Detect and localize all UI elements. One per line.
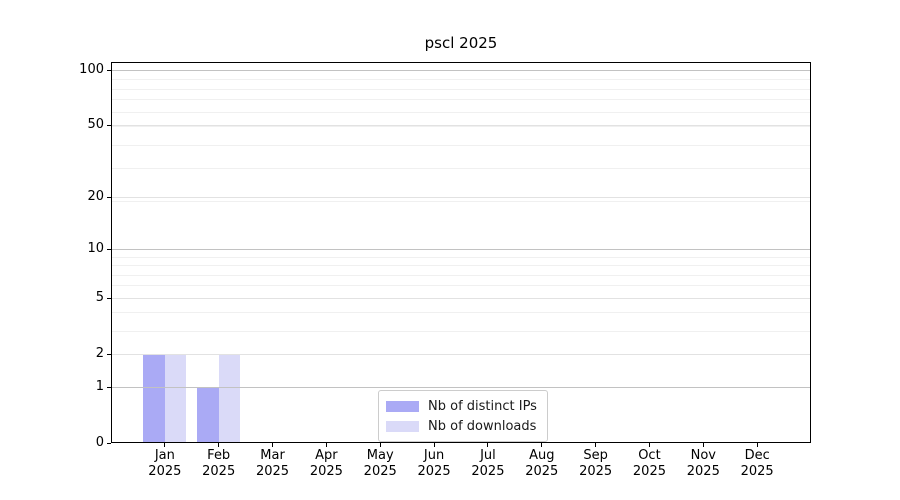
- x-tick-label-line: 2025: [525, 464, 559, 479]
- x-tick-label-line: 2025: [417, 464, 451, 479]
- x-tick: [325, 443, 327, 447]
- gridline-minor: [111, 274, 811, 276]
- y-tick: [106, 353, 111, 355]
- x-tick-label-line: 2025: [579, 464, 613, 479]
- bar-nb-of-distinct-ips: [143, 354, 165, 443]
- gridline-minor: [111, 265, 811, 266]
- y-tick: [106, 69, 111, 71]
- y-tick: [106, 386, 111, 388]
- x-tick: [595, 443, 597, 447]
- y-tick-label: 1: [95, 379, 104, 394]
- y-tick: [106, 442, 111, 444]
- x-tick: [487, 443, 489, 447]
- y-tick-label: 100: [79, 62, 104, 78]
- gridline-minor: [111, 285, 811, 287]
- x-tick-label-line: 2025: [740, 464, 774, 479]
- y-tick: [106, 124, 111, 126]
- legend-row: Nb of downloads: [386, 417, 537, 435]
- legend: Nb of distinct IPs Nb of downloads: [378, 390, 548, 442]
- x-tick-label-line: Nov: [690, 448, 716, 463]
- x-tick: [218, 443, 220, 447]
- y-tick-label: 50: [87, 117, 104, 133]
- gridline-minor: [111, 79, 811, 80]
- x-tick-label-line: 2025: [309, 464, 343, 479]
- x-tick: [756, 443, 758, 447]
- y-tick: [106, 297, 111, 299]
- gridline-major: [111, 353, 811, 355]
- x-tick-label: Apr 2025: [296, 448, 356, 480]
- gridline-minor: [111, 312, 811, 314]
- y-tick-label: 0: [95, 435, 104, 450]
- x-tick-label-line: 2025: [632, 464, 666, 479]
- x-tick-label-line: Feb: [207, 448, 231, 463]
- y-tick-label: 2: [95, 346, 104, 362]
- x-tick: [648, 443, 650, 447]
- y-tick-label: 10: [87, 241, 104, 257]
- bar-nb-of-distinct-ips: [197, 387, 219, 443]
- plot-area: [111, 62, 811, 443]
- x-tick-label-line: Aug: [529, 448, 555, 463]
- gridline-major: [111, 196, 811, 198]
- x-tick-label-line: 2025: [255, 464, 290, 479]
- legend-label: Nb of distinct IPs: [428, 398, 537, 414]
- gridline-minor: [111, 99, 811, 101]
- gridline-minor: [111, 330, 811, 332]
- gridline-major: [111, 69, 811, 71]
- x-tick-label-line: Jan: [154, 448, 175, 463]
- x-tick: [379, 443, 381, 447]
- x-tick-label-line: May: [366, 448, 394, 463]
- y-tick-label: 5: [95, 290, 104, 306]
- x-tick-label-line: 2025: [471, 464, 505, 479]
- x-tick-label-line: Jun: [423, 448, 445, 463]
- gridline-minor: [111, 88, 811, 90]
- x-tick: [541, 443, 543, 447]
- x-tick-label: Aug 2025: [512, 448, 572, 480]
- gridline-minor: [111, 167, 811, 169]
- x-tick: [164, 443, 166, 447]
- x-tick-label-line: 2025: [686, 464, 720, 479]
- y-tick-label: 20: [87, 189, 104, 205]
- gridline-minor: [111, 200, 811, 202]
- gridline-minor: [111, 256, 811, 258]
- gridline-minor: [111, 111, 811, 113]
- gridline-major: [111, 248, 811, 250]
- x-tick-label-line: Mar: [260, 448, 285, 463]
- gridline-major: [111, 124, 811, 126]
- x-tick-label: Mar 2025: [243, 448, 303, 480]
- x-tick-label: Jan 2025: [135, 448, 195, 480]
- legend-row: Nb of distinct IPs: [386, 397, 537, 415]
- gridline-major: [111, 386, 811, 388]
- x-tick-label-line: Sep: [583, 448, 608, 463]
- gridline-major: [111, 297, 811, 299]
- legend-swatch-nb-of-downloads: [386, 420, 419, 432]
- x-tick-label: Feb 2025: [189, 448, 249, 480]
- x-tick-label-line: Oct: [638, 448, 661, 463]
- x-tick-label-line: 2025: [148, 464, 182, 479]
- x-tick-label-line: Apr: [315, 448, 338, 463]
- bar-nb-of-downloads: [218, 354, 241, 443]
- x-tick: [702, 443, 704, 447]
- x-tick-label-line: 2025: [363, 464, 397, 479]
- x-tick-label-line: Dec: [744, 448, 770, 463]
- x-tick-label: Jul 2025: [458, 448, 518, 480]
- gridline-minor: [111, 144, 811, 146]
- y-tick: [106, 248, 111, 250]
- chart-title: pscl 2025: [424, 34, 498, 52]
- x-tick: [433, 443, 435, 447]
- x-tick-label: May 2025: [350, 448, 410, 480]
- x-tick: [272, 443, 274, 447]
- x-tick-label: Dec 2025: [727, 448, 787, 480]
- legend-swatch-nb-of-distinct-ips: [386, 400, 419, 412]
- x-tick-label-line: Jul: [480, 448, 496, 463]
- x-tick-label: Jun 2025: [404, 448, 464, 480]
- bar-nb-of-downloads: [164, 354, 187, 443]
- gridline-minor: [111, 126, 811, 128]
- x-tick-label: Oct 2025: [619, 448, 679, 480]
- legend-label: Nb of downloads: [428, 418, 537, 434]
- x-tick-label: Nov 2025: [673, 448, 733, 480]
- x-tick-label: Sep 2025: [566, 448, 626, 480]
- y-tick: [106, 196, 111, 198]
- x-tick-label-line: 2025: [202, 464, 236, 479]
